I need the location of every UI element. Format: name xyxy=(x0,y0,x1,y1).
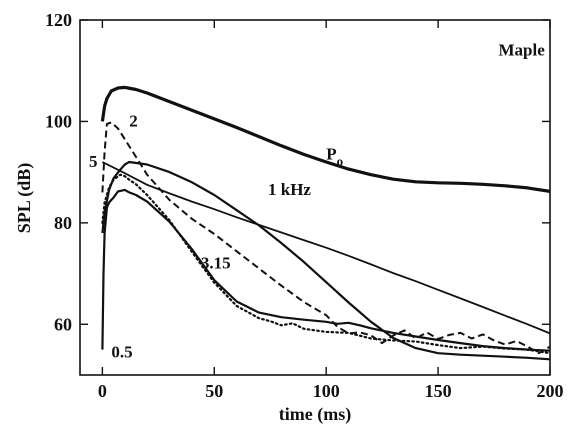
annotation-subscript: o xyxy=(337,153,344,168)
annotation-maple: Maple xyxy=(499,41,546,60)
annotation-p: Po xyxy=(326,144,343,168)
annotation-text: 2 xyxy=(129,112,138,131)
x-tick-label: 0 xyxy=(98,381,107,401)
annotation-text: 1 kHz xyxy=(268,180,311,199)
annotation-text: P xyxy=(326,144,336,163)
x-tick-label: 50 xyxy=(205,381,223,401)
series-line-0-5 xyxy=(101,188,550,352)
annotation-3-15: 3.15 xyxy=(201,254,231,273)
y-tick-label: 60 xyxy=(54,314,72,334)
annotation-0-5: 0.5 xyxy=(111,342,132,361)
annotation-text: Maple xyxy=(499,41,546,60)
axis-ticks: 0 50 100 150 200 60 80 100 120 xyxy=(45,10,564,401)
x-axis-title: time (ms) xyxy=(279,404,351,425)
y-tick-label: 100 xyxy=(45,111,72,131)
series-line-5 xyxy=(101,161,550,335)
annotation-2: 2 xyxy=(129,112,138,131)
x-tick-label: 100 xyxy=(313,381,340,401)
y-axis-title: SPL (dB) xyxy=(14,163,35,234)
series-line-3-15 xyxy=(101,173,550,355)
annotation-text: 0.5 xyxy=(111,342,132,361)
annotation-text: 3.15 xyxy=(201,254,231,273)
annotation-text: 5 xyxy=(89,152,98,171)
series-line-1-khz xyxy=(101,160,550,361)
series-layer xyxy=(100,85,550,361)
series-line-2 xyxy=(101,121,550,355)
y-tick-label: 80 xyxy=(54,213,72,233)
x-tick-label: 200 xyxy=(537,381,564,401)
annotation-5: 5 xyxy=(89,152,98,171)
annotation-1-khz: 1 kHz xyxy=(268,180,311,199)
x-tick-label: 150 xyxy=(425,381,452,401)
plot-frame xyxy=(79,19,551,376)
series-line-p xyxy=(100,85,550,193)
label-layer: Maple Po 1 kHz 2 5 3.15 0.5 xyxy=(89,41,545,362)
y-tick-label: 120 xyxy=(45,10,72,30)
